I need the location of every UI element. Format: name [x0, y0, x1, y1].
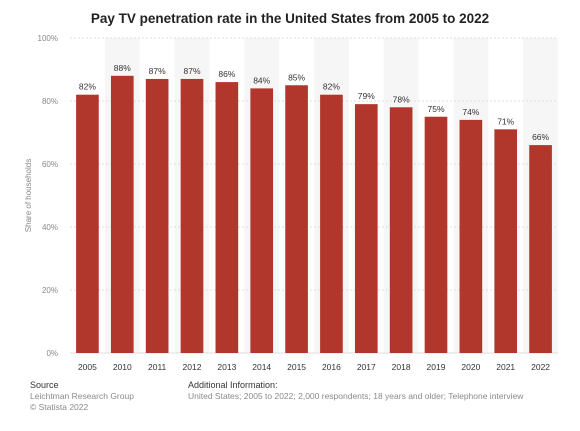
data-label: 78%: [393, 94, 410, 104]
x-tick-label: 2017: [357, 362, 376, 372]
bar: [285, 85, 308, 353]
data-label: 86%: [218, 69, 235, 79]
source-block: Source Leichtman Research Group © Statis…: [30, 380, 134, 413]
y-tick-label: 0%: [46, 349, 58, 358]
bar: [529, 145, 552, 353]
data-label: 88%: [114, 63, 131, 73]
x-tick-label: 2022: [531, 362, 550, 372]
y-tick-label: 40%: [42, 223, 58, 232]
bar: [320, 94, 343, 353]
chart-title: Pay TV penetration rate in the United St…: [90, 11, 490, 26]
y-tick-label: 60%: [42, 160, 58, 169]
data-label: 66%: [532, 132, 549, 142]
bar: [389, 107, 413, 353]
x-tick-label: 2011: [148, 362, 167, 372]
x-tick-label: 2013: [217, 362, 236, 372]
y-axis-label: Share of households: [24, 159, 33, 232]
y-tick-label: 100%: [38, 34, 58, 43]
data-label: 87%: [149, 66, 166, 76]
x-tick-label: 2015: [287, 362, 306, 372]
x-tick-label: 2016: [322, 362, 341, 372]
source-line: Leichtman Research Group: [30, 391, 134, 401]
additional-info-block: Additional Information: United States; 2…: [188, 380, 523, 402]
x-tick-label: 2019: [427, 362, 446, 372]
x-tick-label: 2010: [113, 362, 132, 372]
x-tick-label: 2018: [392, 362, 411, 372]
x-tick-label: 2014: [252, 362, 271, 372]
data-label: 74%: [462, 107, 479, 117]
bar: [354, 104, 378, 354]
bar: [110, 75, 134, 354]
data-label: 75%: [427, 104, 444, 114]
data-label: 87%: [183, 66, 200, 76]
data-label: 84%: [253, 75, 270, 85]
data-label: 82%: [323, 82, 340, 92]
bar: [424, 116, 448, 353]
x-tick-label: 2012: [183, 362, 202, 372]
data-label: 71%: [497, 116, 514, 126]
data-label: 85%: [288, 72, 305, 82]
x-tick-label: 2005: [78, 362, 97, 372]
bar: [76, 94, 99, 353]
data-label: 82%: [79, 82, 96, 92]
bar: [180, 78, 204, 353]
source-heading: Source: [30, 380, 59, 390]
bar: [215, 82, 239, 353]
y-tick-label: 20%: [42, 286, 58, 295]
info-heading: Additional Information:: [188, 380, 278, 390]
bar: [145, 78, 169, 353]
bar: [250, 88, 274, 354]
y-tick-label: 80%: [42, 97, 58, 106]
copyright-line: © Statista 2022: [30, 402, 89, 412]
data-label: 79%: [358, 91, 375, 101]
x-tick-label: 2020: [461, 362, 480, 372]
info-text: United States; 2005 to 2022; 2,000 respo…: [188, 391, 524, 401]
x-tick-label: 2021: [496, 362, 515, 372]
bar: [494, 129, 518, 353]
bar: [459, 119, 483, 354]
